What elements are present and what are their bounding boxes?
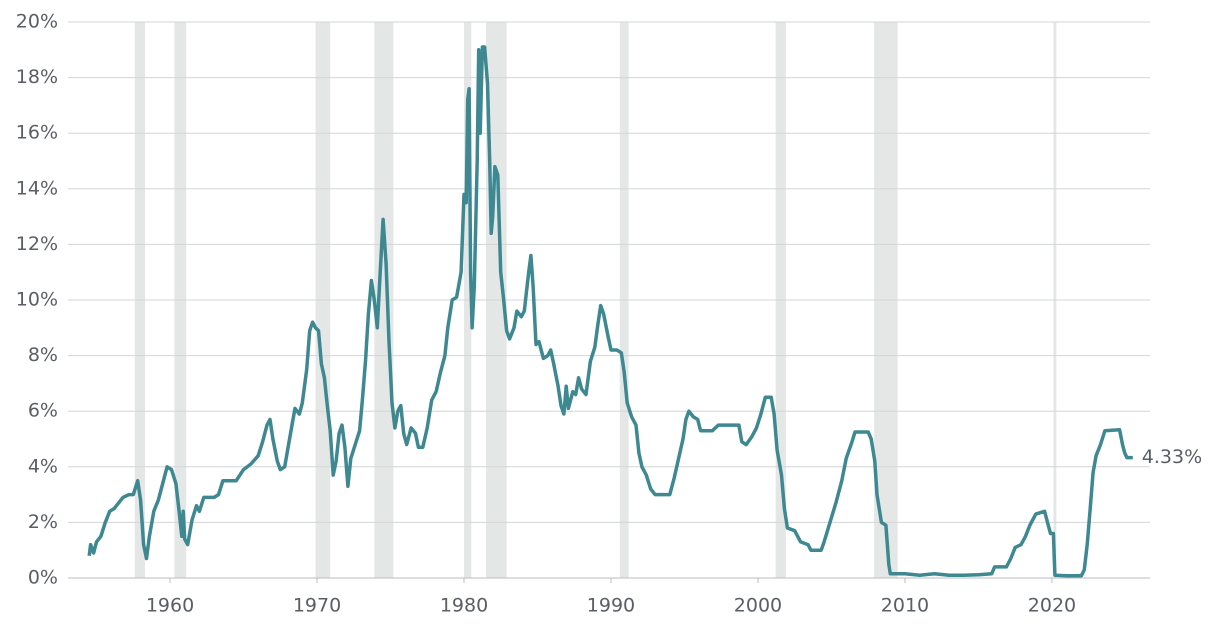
y-tick-label: 20% (16, 11, 58, 33)
x-tick-label: 2010 (881, 595, 929, 617)
y-tick-label: 4% (28, 455, 58, 477)
x-tick-label: 1970 (293, 595, 341, 617)
y-tick-label: 10% (16, 289, 58, 311)
y-tick-label: 6% (28, 400, 58, 422)
x-tick-label: 2020 (1028, 595, 1076, 617)
y-tick-label: 16% (16, 122, 58, 144)
y-tick-label: 14% (16, 177, 58, 199)
y-tick-label: 18% (16, 66, 58, 88)
y-tick-label: 2% (28, 511, 58, 533)
end-value-label: 4.33% (1142, 446, 1202, 468)
x-tick-label: 2000 (734, 595, 782, 617)
y-tick-label: 0% (28, 567, 58, 589)
y-tick-label: 8% (28, 344, 58, 366)
x-tick-label: 1990 (587, 595, 635, 617)
rate-line (87, 45, 1133, 578)
x-tick-label: 1960 (146, 595, 194, 617)
y-tick-label: 12% (16, 233, 58, 255)
x-tick-label: 1980 (440, 595, 488, 617)
